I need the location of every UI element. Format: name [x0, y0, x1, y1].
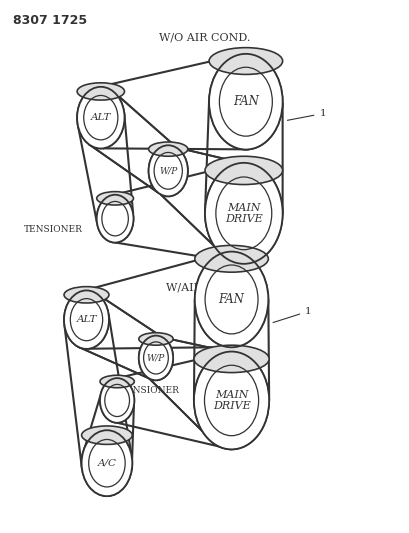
Text: TENSIONER: TENSIONER — [121, 386, 180, 395]
Text: W/P: W/P — [159, 166, 177, 175]
Ellipse shape — [148, 146, 187, 196]
Text: FAN: FAN — [218, 293, 244, 306]
Text: 1: 1 — [287, 109, 325, 120]
Ellipse shape — [194, 352, 268, 449]
Ellipse shape — [209, 47, 282, 75]
Ellipse shape — [209, 54, 281, 149]
Ellipse shape — [81, 426, 132, 445]
Ellipse shape — [195, 252, 267, 347]
Ellipse shape — [64, 290, 108, 349]
Ellipse shape — [204, 156, 282, 184]
Text: W/AIR COND.: W/AIR COND. — [165, 282, 244, 293]
Ellipse shape — [100, 375, 134, 387]
Ellipse shape — [204, 163, 282, 264]
Text: 1: 1 — [272, 307, 311, 322]
Ellipse shape — [77, 87, 124, 149]
Text: FAN: FAN — [232, 95, 258, 108]
Ellipse shape — [148, 146, 187, 196]
Ellipse shape — [193, 345, 268, 373]
Text: ALT: ALT — [76, 315, 97, 324]
Text: W/P: W/P — [146, 353, 165, 362]
Text: ALT: ALT — [90, 113, 111, 122]
Ellipse shape — [194, 245, 267, 272]
Ellipse shape — [77, 87, 124, 148]
Ellipse shape — [148, 142, 187, 156]
Ellipse shape — [64, 290, 109, 349]
Ellipse shape — [194, 252, 267, 348]
Ellipse shape — [100, 378, 134, 423]
Ellipse shape — [100, 378, 134, 423]
Text: TENSIONER: TENSIONER — [23, 225, 82, 234]
Ellipse shape — [139, 336, 173, 380]
Ellipse shape — [193, 352, 268, 449]
Text: 8307 1725: 8307 1725 — [13, 14, 87, 27]
Text: MAIN
DRIVE: MAIN DRIVE — [225, 203, 262, 224]
Ellipse shape — [209, 54, 282, 150]
Text: W/O AIR COND.: W/O AIR COND. — [159, 33, 250, 43]
Ellipse shape — [139, 336, 173, 380]
Ellipse shape — [97, 195, 133, 243]
Ellipse shape — [81, 430, 132, 496]
Ellipse shape — [97, 192, 133, 205]
Ellipse shape — [97, 195, 133, 243]
Ellipse shape — [205, 163, 281, 263]
Text: MAIN
DRIVE: MAIN DRIVE — [212, 390, 250, 411]
Ellipse shape — [82, 431, 132, 496]
Text: A/C: A/C — [97, 459, 116, 467]
Ellipse shape — [139, 333, 173, 345]
Ellipse shape — [64, 287, 109, 303]
Ellipse shape — [77, 83, 124, 100]
